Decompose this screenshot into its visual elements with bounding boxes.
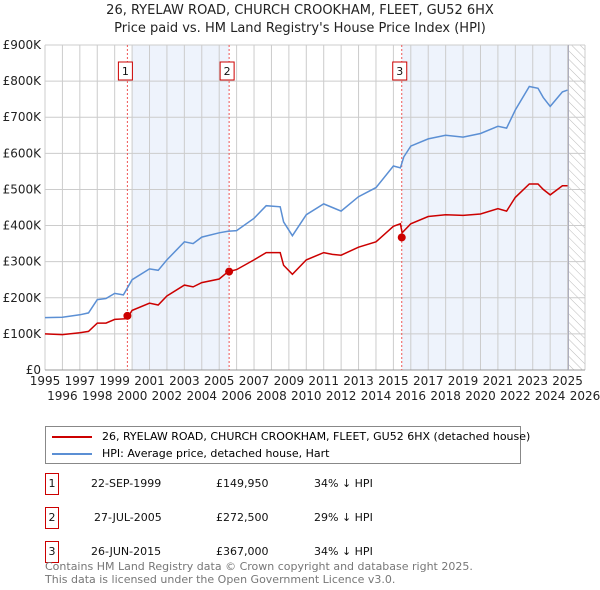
sale-price: £367,000	[216, 545, 269, 558]
x-tick-label: 2006	[221, 389, 252, 403]
sale-date: 27-JUL-2005	[94, 511, 162, 524]
x-tick-label: 2005	[204, 374, 235, 388]
sale-date: 22-SEP-1999	[91, 477, 162, 490]
sale-hpi-diff: 34% ↓ HPI	[314, 477, 373, 490]
x-tick-label: 2007	[239, 374, 270, 388]
x-tick-label: 1998	[82, 389, 113, 403]
chart-title-line2: Price paid vs. HM Land Registry's House …	[114, 21, 486, 36]
y-tick-label: £400K	[3, 219, 43, 233]
x-tick-label: 1999	[99, 374, 130, 388]
footer: Contains HM Land Registry data © Crown c…	[45, 560, 473, 586]
x-tick-label: 2014	[361, 389, 392, 403]
y-tick-label: £100K	[3, 327, 43, 341]
x-tick-label: 2023	[517, 374, 548, 388]
x-tick-label: 2009	[274, 374, 305, 388]
x-tick-label: 1997	[65, 374, 96, 388]
x-tick-label: 2024	[535, 389, 566, 403]
legend-property: 26, RYELAW ROAD, CHURCH CROOKHAM, FLEET,…	[102, 430, 531, 443]
chart-title-line1: 26, RYELAW ROAD, CHURCH CROOKHAM, FLEET,…	[106, 3, 494, 18]
x-tick-label: 2021	[483, 374, 514, 388]
x-tick-label: 2020	[465, 389, 496, 403]
x-tick-label: 2026	[570, 389, 600, 403]
legend-red-line	[52, 435, 92, 438]
x-tick-label: 2015	[378, 374, 409, 388]
x-tick-label: 2004	[187, 389, 218, 403]
sale-date: 26-JUN-2015	[91, 545, 162, 558]
x-tick-label: 2018	[430, 389, 461, 403]
footer-line1: Contains HM Land Registry data © Crown c…	[45, 560, 473, 573]
sale-hpi-diff: 34% ↓ HPI	[314, 545, 373, 558]
sale-row: 3 26-JUN-2015 £367,000 34% ↓ HPI	[45, 541, 545, 563]
sale-row: 2 27-JUL-2005 £272,500 29% ↓ HPI	[45, 507, 545, 529]
y-tick-label: £300K	[3, 255, 43, 269]
x-tick-label: 2019	[448, 374, 479, 388]
sale-marker-label: 2	[45, 507, 59, 529]
x-tick-label: 2017	[413, 374, 444, 388]
legend-blue-line	[52, 452, 92, 455]
x-tick-label: 2000	[117, 389, 148, 403]
x-tick-label: 2003	[169, 374, 200, 388]
x-tick-label: 2002	[152, 389, 183, 403]
sale-hpi-diff: 29% ↓ HPI	[314, 511, 373, 524]
hpi-line	[44, 85, 568, 319]
x-tick-label: 2010	[291, 389, 322, 403]
legend-hpi: HPI: Average price, detached house, Hart	[102, 447, 330, 460]
x-tick-label: 2012	[326, 389, 357, 403]
x-tick-label: 1995	[30, 374, 61, 388]
y-tick-label: £500K	[3, 182, 43, 196]
shaded-period	[132, 45, 230, 370]
sale-marker-label: 3	[396, 65, 403, 78]
y-tick-label: £700K	[3, 110, 43, 124]
sale-row: 1 22-SEP-1999 £149,950 34% ↓ HPI	[45, 473, 545, 495]
x-tick-label: 2008	[256, 389, 287, 403]
sale-point	[123, 311, 132, 320]
sale-price: £272,500	[216, 511, 269, 524]
sale-marker-label: 1	[45, 473, 59, 495]
legend: 26, RYELAW ROAD, CHURCH CROOKHAM, FLEET,…	[45, 426, 530, 464]
sale-price: £149,950	[216, 477, 269, 490]
sale-point	[225, 267, 234, 276]
sale-marker-label: 1	[122, 65, 129, 78]
x-tick-label: 2022	[500, 389, 531, 403]
x-tick-label: 2016	[396, 389, 427, 403]
sale-marker-box	[117, 61, 133, 81]
y-tick-label: £800K	[3, 74, 43, 88]
forecast-hatch	[568, 45, 585, 370]
x-tick-label: 2025	[552, 374, 583, 388]
x-tick-label: 1996	[47, 389, 78, 403]
sale-marker-label: 3	[45, 541, 59, 563]
sale-marker-box	[392, 61, 408, 81]
footer-line2: This data is licensed under the Open Gov…	[45, 573, 396, 586]
y-tick-label: £0	[26, 363, 41, 377]
sale-marker-label: 2	[224, 65, 231, 78]
x-tick-label: 2001	[134, 374, 165, 388]
shaded-period	[401, 45, 568, 370]
y-tick-label: £900K	[3, 38, 43, 52]
x-tick-label: 2011	[308, 374, 339, 388]
sale-point	[397, 233, 406, 242]
y-tick-label: £600K	[3, 146, 43, 160]
x-tick-label: 2013	[343, 374, 374, 388]
y-tick-label: £200K	[3, 291, 43, 305]
price-chart: 1995199619971998199920002001200220032004…	[3, 38, 600, 403]
sale-marker-box	[219, 61, 235, 81]
